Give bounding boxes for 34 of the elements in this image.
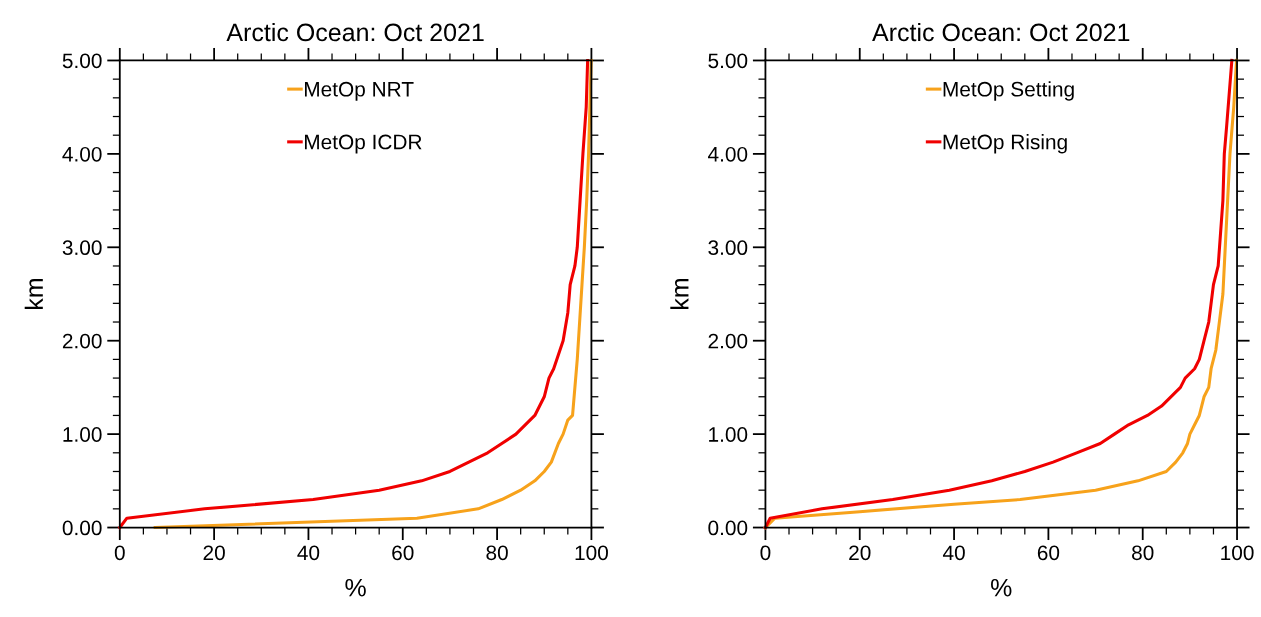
legend-label: MetOp ICDR — [304, 134, 422, 154]
y-tick-label: 3.00 — [708, 240, 748, 256]
x-axis-title: % — [991, 578, 1012, 597]
legend-label: MetOp Setting — [943, 81, 1074, 101]
x-tick-label: 100 — [575, 545, 608, 561]
x-tick-label: 20 — [849, 545, 871, 561]
chart-title: Arctic Ocean: Oct 2021 — [872, 22, 1130, 42]
y-tick-label: 4.00 — [62, 146, 102, 162]
x-axis-title: % — [345, 578, 366, 597]
x-tick-label: 80 — [486, 545, 508, 561]
y-tick-label: 3.00 — [62, 240, 102, 256]
x-tick-label: 60 — [392, 545, 414, 561]
chart-title: Arctic Ocean: Oct 2021 — [226, 22, 484, 42]
x-tick-label: 60 — [1037, 545, 1060, 561]
y-tick-label: 5.00 — [708, 53, 748, 69]
y-tick-label: 0.00 — [708, 520, 748, 536]
x-tick-label: 40 — [297, 545, 320, 561]
legend-label: MetOp Rising — [943, 134, 1067, 154]
x-tick-label: 20 — [203, 545, 225, 561]
y-tick-label: 5.00 — [62, 53, 102, 69]
y-tick-label: 2.00 — [62, 333, 102, 349]
x-tick-label: 0 — [760, 545, 771, 561]
x-tick-label: 40 — [942, 545, 965, 561]
y-tick-label: 4.00 — [708, 146, 748, 162]
x-tick-label: 100 — [1221, 545, 1254, 561]
x-tick-label: 0 — [114, 545, 125, 561]
y-axis-title: km — [24, 278, 43, 309]
legend-label: MetOp NRT — [304, 81, 414, 101]
x-tick-label: 80 — [1132, 545, 1154, 561]
y-tick-label: 1.00 — [709, 427, 748, 442]
y-tick-label: 2.00 — [708, 333, 748, 349]
y-tick-label: 1.00 — [63, 427, 102, 442]
y-axis-title: km — [670, 278, 689, 309]
y-tick-label: 0.00 — [62, 520, 102, 536]
